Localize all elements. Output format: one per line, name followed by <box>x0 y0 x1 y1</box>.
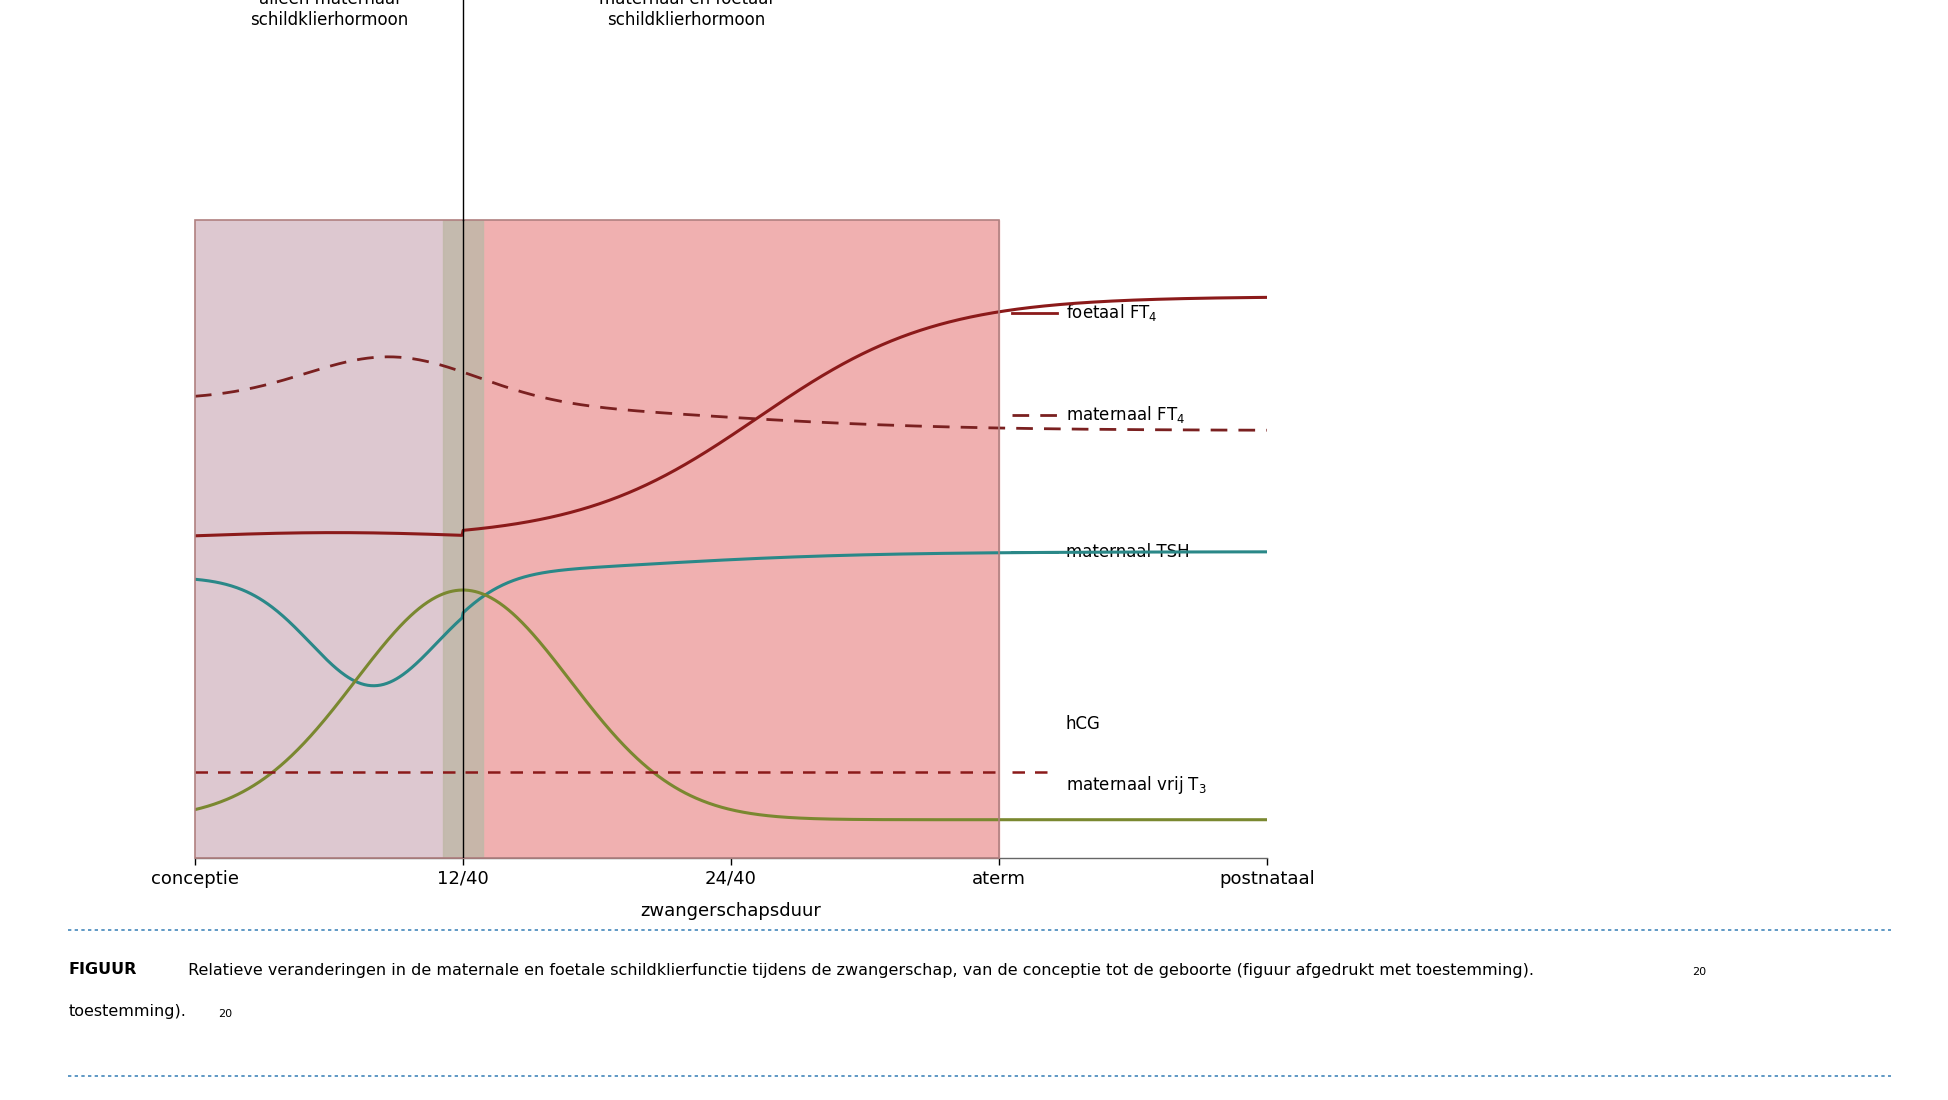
Text: toestemming).: toestemming). <box>68 1004 185 1020</box>
Text: maternaal vrij T$_3$: maternaal vrij T$_3$ <box>1066 773 1206 795</box>
Bar <box>195 220 464 858</box>
Text: hCG: hCG <box>1066 715 1101 733</box>
Text: FIGUUR: FIGUUR <box>68 962 136 978</box>
Bar <box>195 220 997 858</box>
Text: Relatieve veranderingen in de maternale en foetale schildklierfunctie tijdens de: Relatieve veranderingen in de maternale … <box>183 962 1533 978</box>
Bar <box>464 220 997 858</box>
Text: 20: 20 <box>218 1009 232 1019</box>
Text: foetaal FT$_4$: foetaal FT$_4$ <box>1066 302 1157 323</box>
Bar <box>442 220 483 858</box>
Text: maternaal TSH: maternaal TSH <box>1066 542 1188 561</box>
Text: maternaal en foetaal
schildklierhormoon: maternaal en foetaal schildklierhormoon <box>598 0 773 29</box>
X-axis label: zwangerschapsduur: zwangerschapsduur <box>641 902 820 920</box>
Text: alleen maternaal
schildklierhormoon: alleen maternaal schildklierhormoon <box>249 0 407 29</box>
Text: 20: 20 <box>1691 967 1704 977</box>
Text: maternaal FT$_4$: maternaal FT$_4$ <box>1066 404 1184 425</box>
